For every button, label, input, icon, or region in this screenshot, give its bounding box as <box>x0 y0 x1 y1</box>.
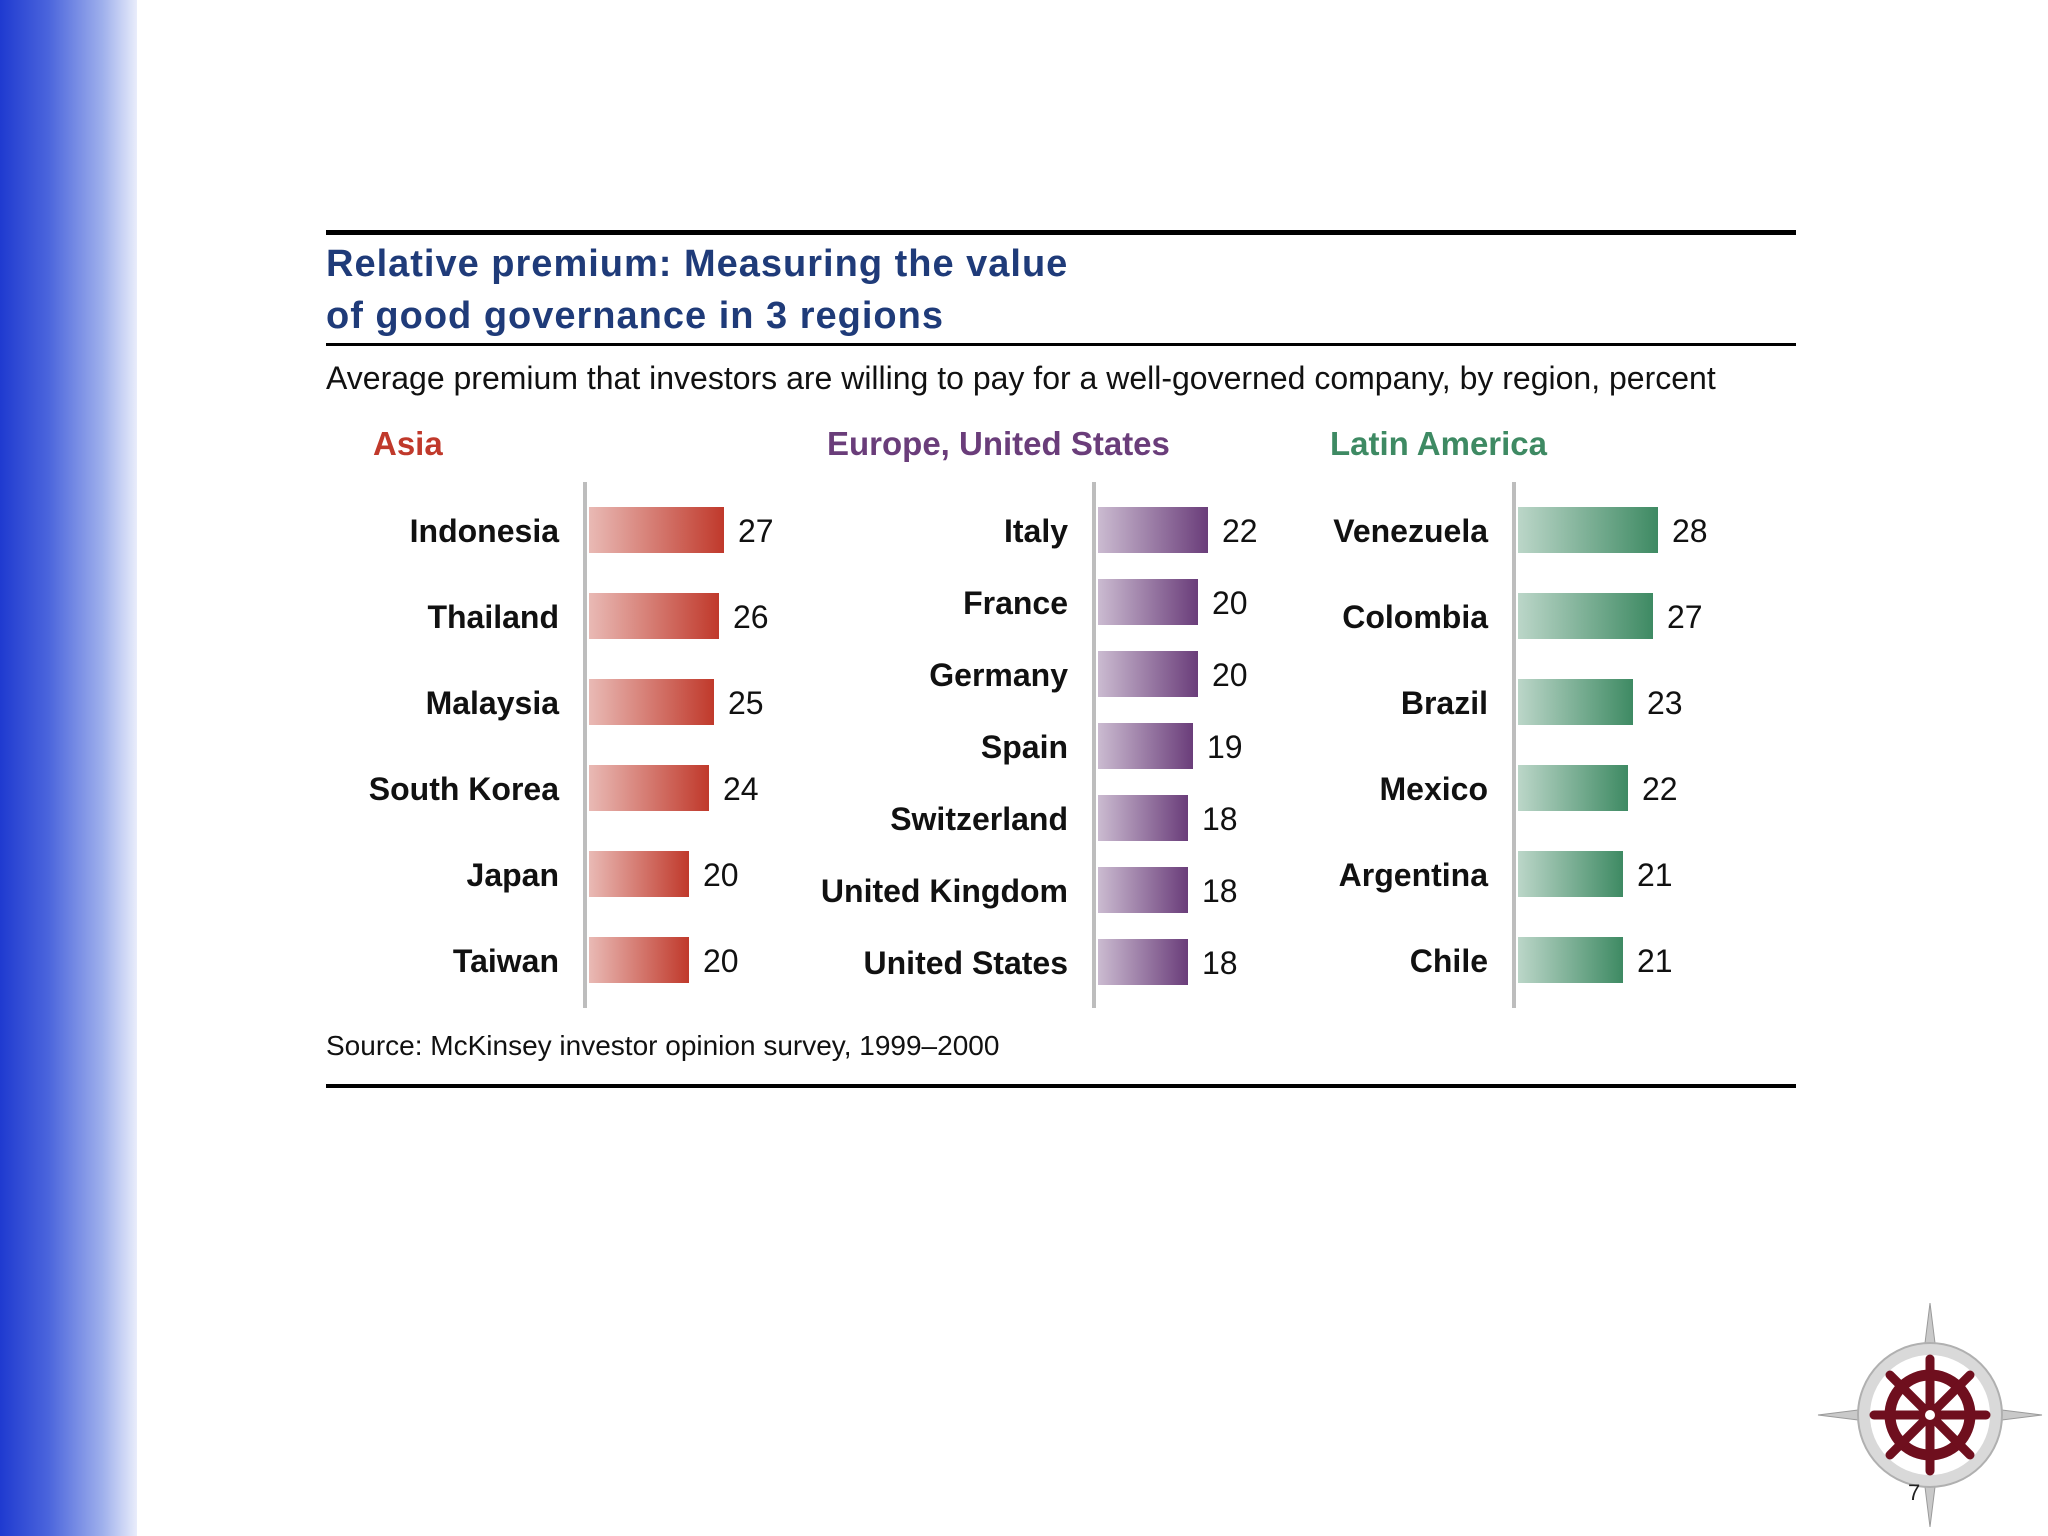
bar-italy <box>1098 507 1208 553</box>
category-label-malaysia: Malaysia <box>426 685 560 721</box>
value-label-indonesia: 27 <box>738 513 774 549</box>
chart-source: Source: McKinsey investor opinion survey… <box>326 1030 1000 1061</box>
value-label-colombia: 27 <box>1667 599 1703 635</box>
bar-switzerland <box>1098 795 1188 841</box>
ship-wheel-compass-logo-icon <box>1817 1302 2043 1528</box>
bar-colombia <box>1518 593 1653 639</box>
value-label-united-states: 18 <box>1202 945 1238 981</box>
value-label-spain: 19 <box>1207 729 1243 765</box>
bar-thailand <box>589 593 719 639</box>
bar-united-kingdom <box>1098 867 1188 913</box>
category-label-france: France <box>963 585 1068 621</box>
bar-argentina <box>1518 851 1623 897</box>
bar-france <box>1098 579 1198 625</box>
category-label-chile: Chile <box>1410 943 1488 979</box>
category-label-thailand: Thailand <box>427 599 559 635</box>
bar-chile <box>1518 937 1623 983</box>
bar-japan <box>589 851 689 897</box>
bar-malaysia <box>589 679 714 725</box>
bar-mexico <box>1518 765 1628 811</box>
value-label-germany: 20 <box>1212 657 1248 693</box>
panel-asia: Asia Indonesia 27 Thailand 26 Malaysia 25 South… <box>369 425 774 1008</box>
category-label-italy: Italy <box>1004 513 1068 549</box>
category-label-brazil: Brazil <box>1401 685 1488 721</box>
top-rule <box>326 230 1796 235</box>
category-label-spain: Spain <box>981 729 1068 765</box>
category-label-mexico: Mexico <box>1380 771 1488 807</box>
category-label-taiwan: Taiwan <box>453 943 559 979</box>
value-label-south-korea: 24 <box>723 771 759 807</box>
category-label-japan: Japan <box>467 857 559 893</box>
value-label-thailand: 26 <box>733 599 769 635</box>
category-label-colombia: Colombia <box>1342 599 1488 635</box>
category-label-united-states: United States <box>864 945 1068 981</box>
value-label-argentina: 21 <box>1637 857 1673 893</box>
chart-subtitle: Average premium that investors are willi… <box>326 360 1716 396</box>
bar-venezuela <box>1518 507 1658 553</box>
bar-brazil <box>1518 679 1633 725</box>
slide-number: 7 <box>1908 1480 1921 1505</box>
region-header-latin-america: Latin America <box>1330 425 1548 462</box>
value-label-france: 20 <box>1212 585 1248 621</box>
category-label-united-kingdom: United Kingdom <box>821 873 1068 909</box>
chart-title: Relative premium: Measuring the value of… <box>326 238 1068 342</box>
category-label-south-korea: South Korea <box>369 771 559 807</box>
region-header-asia: Asia <box>373 425 443 462</box>
value-label-taiwan: 20 <box>703 943 739 979</box>
category-label-switzerland: Switzerland <box>890 801 1068 837</box>
chart-title-line-2: of good governance in 3 regions <box>326 295 944 337</box>
value-label-venezuela: 28 <box>1672 513 1708 549</box>
region-header-europe-united-states: Europe, United States <box>827 425 1170 462</box>
value-label-switzerland: 18 <box>1202 801 1238 837</box>
category-label-indonesia: Indonesia <box>410 513 560 549</box>
bottom-rule <box>326 1084 1796 1088</box>
category-label-argentina: Argentina <box>1339 857 1489 893</box>
value-label-united-kingdom: 18 <box>1202 873 1238 909</box>
category-label-germany: Germany <box>929 657 1068 693</box>
value-label-japan: 20 <box>703 857 739 893</box>
bar-united-states <box>1098 939 1188 985</box>
slide-side-band <box>0 0 137 1536</box>
value-label-mexico: 22 <box>1642 771 1678 807</box>
value-label-brazil: 23 <box>1647 685 1683 721</box>
value-label-malaysia: 25 <box>728 685 764 721</box>
title-rule <box>326 343 1796 346</box>
category-label-venezuela: Venezuela <box>1333 513 1488 549</box>
panel-europe-united-states: Europe, United States Italy 22 France 20 Germ… <box>821 425 1258 1008</box>
bar-indonesia <box>589 507 724 553</box>
bar-germany <box>1098 651 1198 697</box>
bar-spain <box>1098 723 1193 769</box>
value-label-chile: 21 <box>1637 943 1673 979</box>
chart-title-line-1: Relative premium: Measuring the value <box>326 243 1069 285</box>
panel-latin-america: Latin America Venezuela 28 Colombia 27 Brazil… <box>1330 425 1708 1008</box>
value-label-italy: 22 <box>1222 513 1258 549</box>
bar-taiwan <box>589 937 689 983</box>
bar-south-korea <box>589 765 709 811</box>
